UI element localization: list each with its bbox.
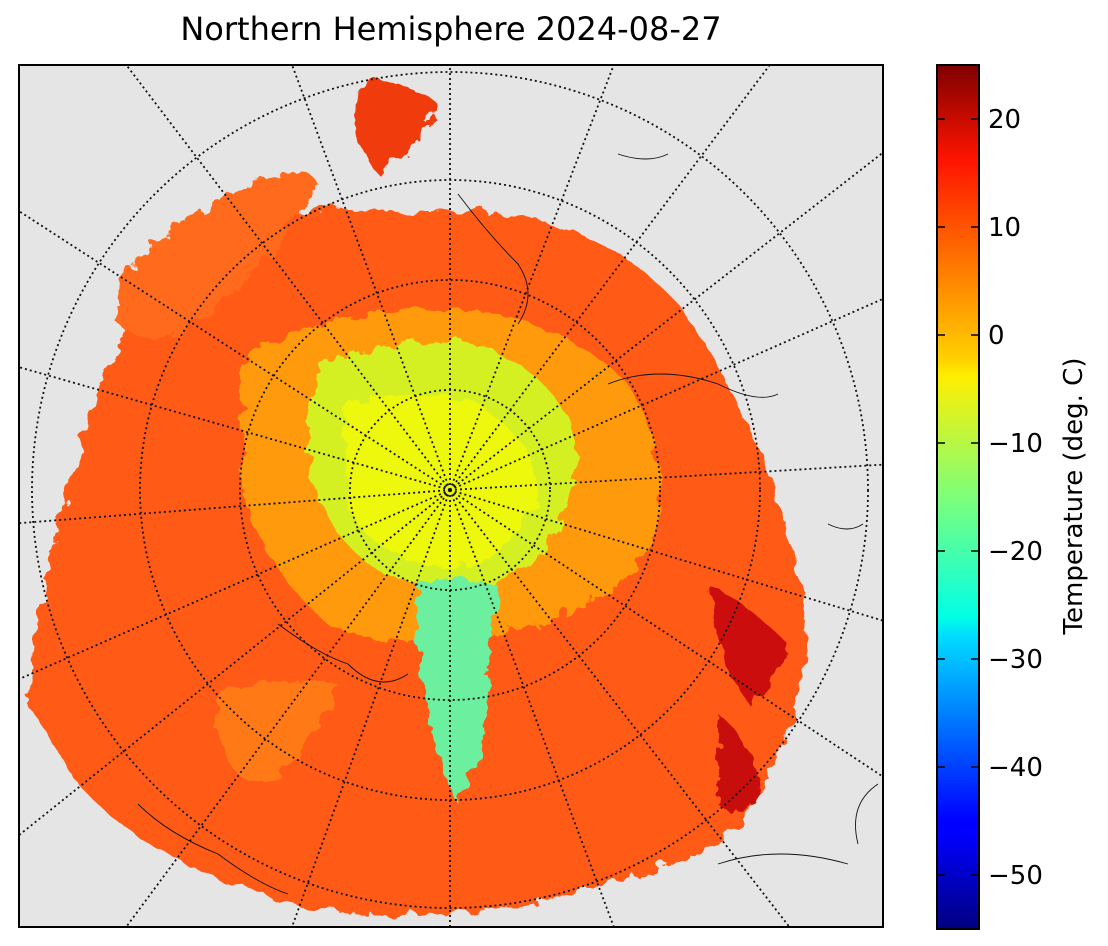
colorbar-gradient [936, 64, 980, 930]
colorbar-tick-label: 0 [988, 321, 1005, 351]
colorbar: 20 10 0 −10 −20 −30 −40 −50 [936, 64, 1043, 930]
map-panel [18, 64, 884, 928]
colorbar-tick-label: −30 [988, 645, 1043, 675]
map-border [18, 64, 884, 928]
graticule [18, 64, 884, 928]
colorbar-tick-label: −20 [988, 537, 1043, 567]
colorbar-tick-label: 20 [988, 105, 1021, 135]
colorbar-tick-label: −10 [988, 429, 1043, 459]
coastlines [137, 153, 879, 895]
map-title: Northern Hemisphere 2024-08-27 [180, 10, 722, 48]
colorbar-tick-label: −40 [988, 753, 1043, 783]
colorbar-ticks: 20 10 0 −10 −20 −30 −40 −50 [937, 105, 1043, 891]
colorbar-label: Temperature (deg. C) [1059, 357, 1089, 635]
colorbar-tick-label: 10 [988, 213, 1021, 243]
colorbar-tick-label: −50 [988, 861, 1043, 891]
